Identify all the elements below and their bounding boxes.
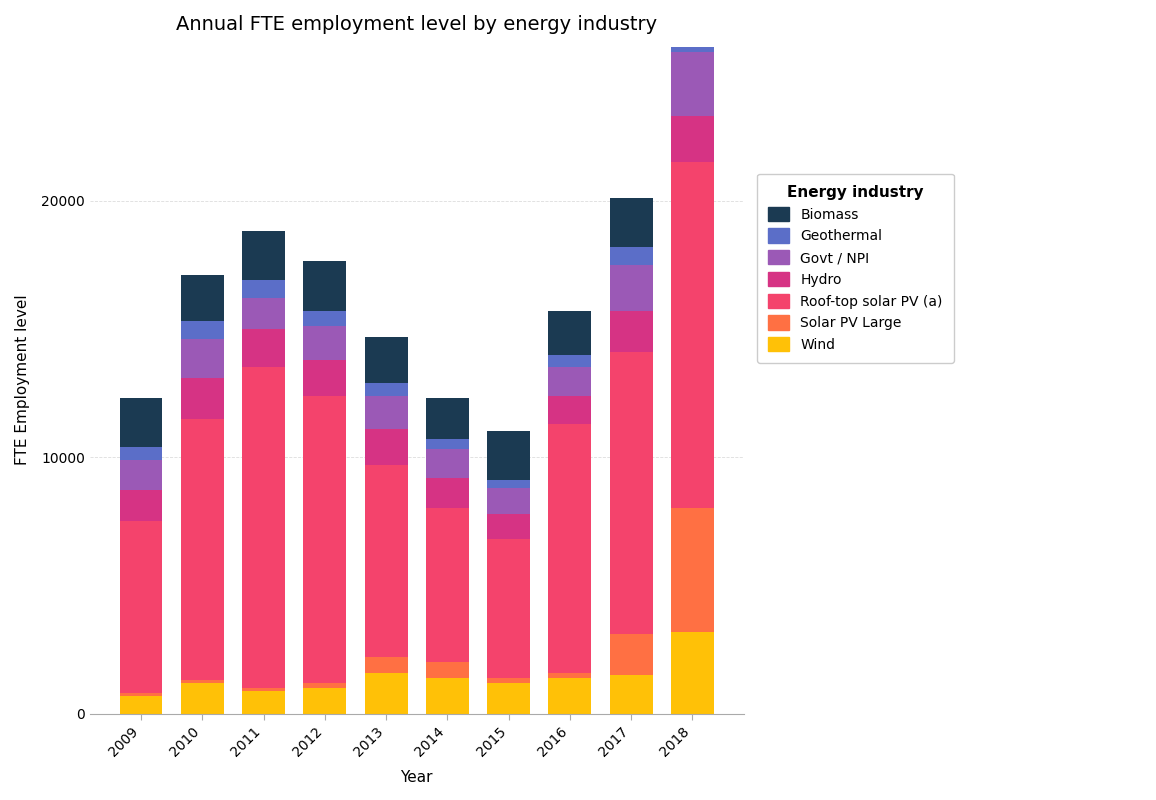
Bar: [487, 488, 531, 514]
Bar: [180, 339, 224, 378]
Bar: [548, 673, 592, 678]
Bar: [303, 326, 347, 360]
Bar: [303, 360, 347, 395]
Bar: [180, 275, 224, 321]
Bar: [119, 398, 163, 447]
Bar: [180, 321, 224, 339]
Bar: [609, 246, 653, 265]
Bar: [425, 398, 469, 439]
Bar: [670, 29, 714, 52]
Bar: [548, 678, 592, 714]
Bar: [609, 198, 653, 246]
Bar: [303, 688, 347, 714]
Bar: [487, 431, 531, 480]
Bar: [119, 460, 163, 490]
Y-axis label: FTE Employment level: FTE Employment level: [15, 295, 30, 466]
Bar: [609, 265, 653, 311]
Bar: [119, 522, 163, 693]
Bar: [242, 688, 286, 690]
Bar: [364, 382, 408, 395]
Bar: [609, 634, 653, 675]
Bar: [303, 311, 347, 326]
Bar: [303, 395, 347, 683]
Bar: [548, 424, 592, 673]
Title: Annual FTE employment level by energy industry: Annual FTE employment level by energy in…: [176, 15, 658, 34]
Bar: [303, 683, 347, 688]
Bar: [548, 311, 592, 354]
Bar: [180, 680, 224, 683]
Bar: [425, 478, 469, 509]
Bar: [425, 439, 469, 450]
Bar: [242, 367, 286, 688]
Bar: [119, 490, 163, 522]
Bar: [670, 0, 714, 29]
Bar: [548, 354, 592, 367]
Bar: [242, 280, 286, 298]
Bar: [364, 673, 408, 714]
Bar: [303, 261, 347, 311]
Bar: [364, 337, 408, 382]
Bar: [487, 480, 531, 488]
Bar: [425, 678, 469, 714]
Bar: [119, 693, 163, 696]
Bar: [487, 514, 531, 539]
Bar: [180, 683, 224, 714]
Bar: [242, 329, 286, 367]
Legend: Biomass, Geothermal, Govt / NPI, Hydro, Roof-top solar PV (a), Solar PV Large, W: Biomass, Geothermal, Govt / NPI, Hydro, …: [757, 174, 954, 363]
Bar: [242, 231, 286, 280]
Bar: [670, 116, 714, 162]
Bar: [425, 509, 469, 662]
Bar: [670, 52, 714, 116]
X-axis label: Year: Year: [400, 770, 434, 785]
Bar: [670, 162, 714, 509]
Bar: [425, 450, 469, 478]
Bar: [548, 395, 592, 424]
Bar: [425, 662, 469, 678]
Bar: [609, 311, 653, 352]
Bar: [119, 696, 163, 714]
Bar: [119, 447, 163, 460]
Bar: [364, 429, 408, 465]
Bar: [364, 395, 408, 429]
Bar: [670, 631, 714, 714]
Bar: [364, 465, 408, 658]
Bar: [609, 352, 653, 634]
Bar: [364, 658, 408, 673]
Bar: [670, 509, 714, 631]
Bar: [487, 678, 531, 683]
Bar: [180, 378, 224, 418]
Bar: [548, 367, 592, 395]
Bar: [487, 539, 531, 678]
Bar: [242, 298, 286, 329]
Bar: [487, 683, 531, 714]
Bar: [609, 675, 653, 714]
Bar: [180, 418, 224, 680]
Bar: [242, 690, 286, 714]
